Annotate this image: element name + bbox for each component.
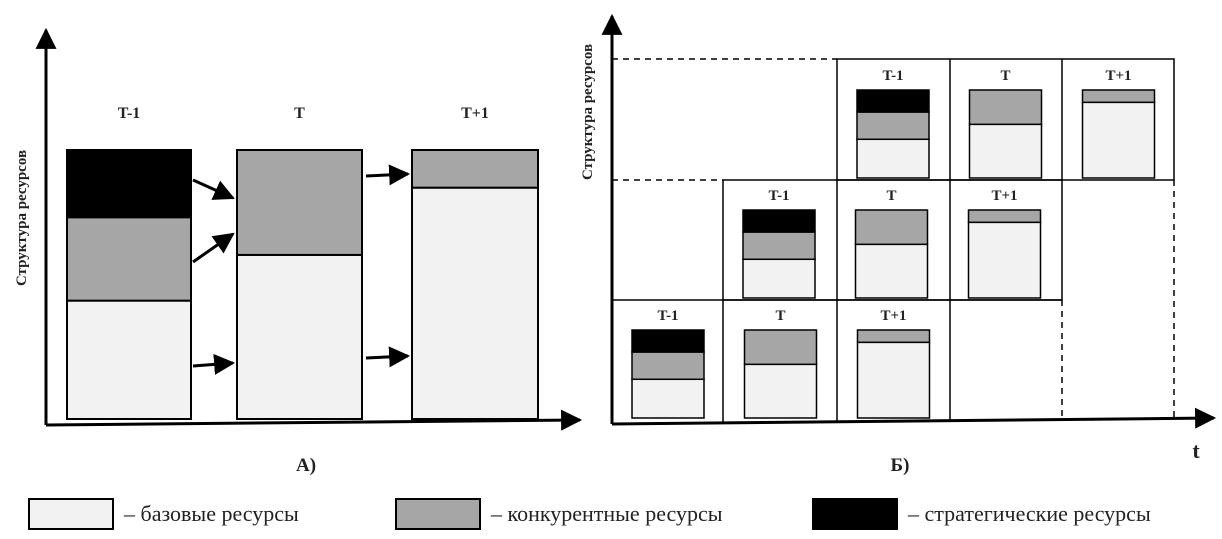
panel-b-row-1-cell-3-base-segment [856, 341, 931, 419]
panel-a-col-2-label: T [294, 105, 305, 122]
panel-b-row-3-cell-3-column: T+1 [1081, 68, 1156, 179]
panel-b-x-axis-label: t [1192, 438, 1200, 463]
panel-b-row-2-cell-2-label: T [886, 188, 896, 204]
legend-label-competitive: – конкурентные ресурсы [491, 501, 723, 526]
panel-a-col-1-label: T-1 [118, 105, 141, 122]
panel-b-guides [612, 58, 1175, 420]
panel-a-col-3-label: T+1 [461, 105, 489, 122]
panel-b-row-2-cell-3-base-segment [967, 221, 1042, 299]
panel-b-row-3-cell-2-competitive-segment [968, 89, 1043, 126]
panel-b-row-2-cell-3-competitive-segment [967, 209, 1042, 224]
panel-b-row-2-cell-2-competitive-segment [854, 209, 929, 246]
legend-label-base: – базовые ресурсы [124, 501, 299, 526]
panel-a-transition-arrows [192, 164, 411, 375]
panel-b-row-3-cell-1-competitive-segment [856, 111, 930, 141]
legend-swatch-base [28, 498, 114, 530]
panel-b-row-3-cell-3-base-segment [1081, 101, 1156, 179]
panel-b-row-1-cell-1-competitive-segment [631, 351, 705, 381]
panel-b-y-axis-label: Структура ресурсов [580, 44, 596, 180]
panel-b-row-2-cell-2-base-segment [854, 243, 929, 299]
panel-b-row-3-cell-1-strategic-segment [856, 89, 930, 113]
legend-item-base: – базовые ресурсы [28, 496, 299, 532]
panel-a-x-axis [45, 409, 583, 431]
panel-b-row-1-cell-3-label: T+1 [880, 308, 906, 324]
panel-b-row-1-cell-1-label: T-1 [657, 308, 678, 324]
panel-a-y-axis-label: Структура ресурсов [14, 150, 30, 286]
arrow-competitive-to-competitive [192, 232, 235, 264]
panel-a-col-3-column: T+1 [411, 105, 539, 420]
legend-item-competitive: – конкурентные ресурсы [395, 496, 723, 532]
panel-a: Структура ресурсов T-1 T T+1 А) [14, 27, 583, 476]
panel-b-row-1-cell-2-column: T [743, 308, 818, 419]
panel-b-row-2-cell-1-label: T-1 [768, 188, 789, 204]
panel-a-col-1-base-segment [66, 299, 192, 421]
panel-a-col-2-competitive-segment [236, 149, 363, 256]
arrow-competitive-to-base [365, 164, 411, 186]
panel-a-col-1-competitive-segment [66, 216, 192, 302]
panel-b-row-3-cell-2-base-segment [968, 123, 1043, 179]
panel-a-col-3-competitive-segment [411, 149, 539, 189]
panel-b-row-3-cell-3-label: T+1 [1105, 68, 1131, 84]
panel-b-row-1-cell-1-base-segment [631, 378, 705, 419]
legend-item-strategic: – стратегические ресурсы [812, 496, 1151, 532]
panel-b-row-3-cell-1-base-segment [856, 138, 930, 179]
panel-b-row-3-cell-2-column: T [968, 68, 1043, 179]
panel-b-row-2-cell-1-strategic-segment [742, 209, 816, 233]
panel-b-row-1-cell-3-column: T+1 [856, 308, 931, 419]
panel-b-row-1-cell-2-label: T [775, 308, 785, 324]
panel-b-caption: Б) [891, 455, 910, 476]
resource-structure-diagram: Структура ресурсов T-1 T T+1 А) Структура … [14, 13, 1217, 476]
panel-b-row-3-cell-1-label: T-1 [882, 68, 903, 84]
legend-swatch-strategic [812, 498, 898, 530]
legend-swatch-competitive [395, 498, 481, 530]
panel-b-row-1-cell-2-base-segment [743, 363, 818, 419]
arrow-base-to-base-2 [365, 346, 411, 368]
arrow-base-to-base-1 [192, 353, 236, 375]
panel-a-col-1-column: T-1 [66, 105, 192, 421]
panel-b-row-2-cell-2-column: T [854, 188, 929, 299]
panel-b-x-axis [611, 407, 1217, 429]
panel-a-caption: А) [296, 455, 316, 476]
panel-b: Структура ресурсов t T-1 T T+1 T-1 T T+1 T-1 T T… [580, 13, 1217, 476]
panel-b-row-3-cell-1-column: T-1 [856, 68, 930, 179]
panel-b-row-1-cell-1-column: T-1 [631, 308, 705, 419]
legend-label-strategic: – стратегические ресурсы [908, 501, 1151, 526]
panel-b-row-2-cell-1-column: T-1 [742, 188, 816, 299]
panel-b-row-2-cell-3-column: T+1 [967, 188, 1042, 299]
panel-a-col-2-column: T [236, 105, 363, 420]
panel-b-row-2-cell-1-base-segment [742, 258, 816, 299]
arrow-strategic-to-competitive [192, 178, 235, 200]
panel-b-row-2-cell-3-label: T+1 [991, 188, 1017, 204]
panel-a-col-3-base-segment [411, 186, 539, 420]
legend: – базовые ресурсы – конкурентные ресурсы… [0, 496, 1222, 536]
panel-b-row-1-cell-3-competitive-segment [856, 329, 931, 344]
panel-b-row-2-cell-1-competitive-segment [742, 231, 816, 261]
panel-b-row-1-cell-2-competitive-segment [743, 329, 818, 366]
panel-a-col-1-strategic-segment [66, 149, 192, 219]
panel-a-col-2-base-segment [236, 253, 363, 420]
panel-b-row-1-cell-1-strategic-segment [631, 329, 705, 353]
panel-b-row-3-cell-2-label: T [1000, 68, 1010, 84]
panel-b-row-3-cell-3-competitive-segment [1081, 89, 1156, 104]
panel-b-bands [612, 58, 1175, 422]
